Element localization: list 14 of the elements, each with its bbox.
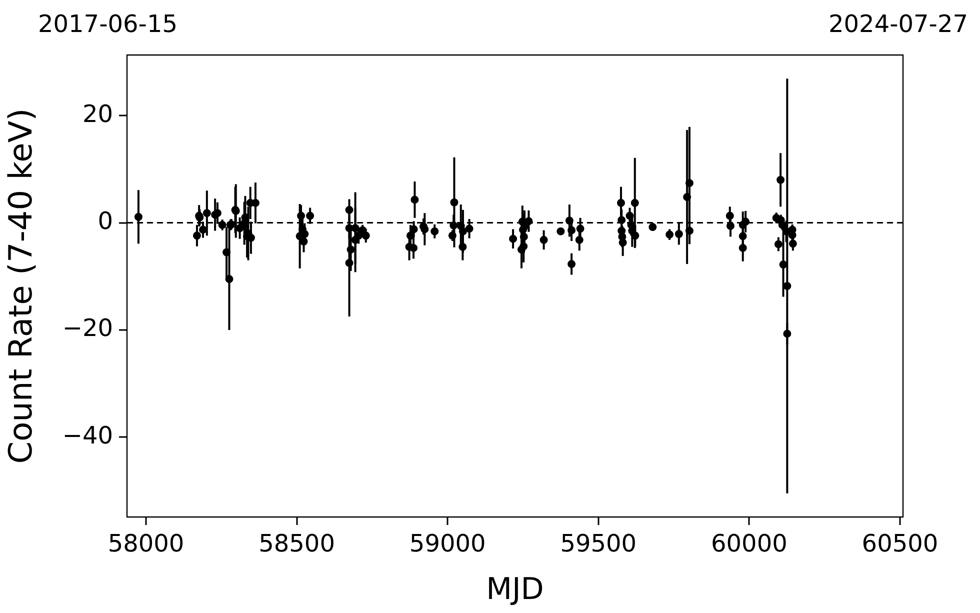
x-tick-label: 58000	[108, 530, 184, 558]
x-tick-label: 59500	[560, 530, 637, 558]
x-tick-label: 58500	[258, 530, 335, 558]
x-axis-title: MJD	[486, 572, 544, 607]
y-tick-label: −20	[62, 314, 113, 342]
x-tick-label: 60000	[711, 530, 788, 558]
x-tick-label: 60500	[862, 530, 938, 558]
text: 2017-06-15	[38, 10, 178, 38]
y-tick-label: −40	[62, 421, 113, 450]
y-axis-title: Count Rate (7-40 keV)	[2, 108, 40, 464]
text: 2024-07-27	[828, 10, 968, 38]
x-tick-label: 59000	[409, 530, 486, 558]
y-tick-label: 20	[82, 100, 113, 128]
y-tick-label: 0	[98, 206, 113, 235]
